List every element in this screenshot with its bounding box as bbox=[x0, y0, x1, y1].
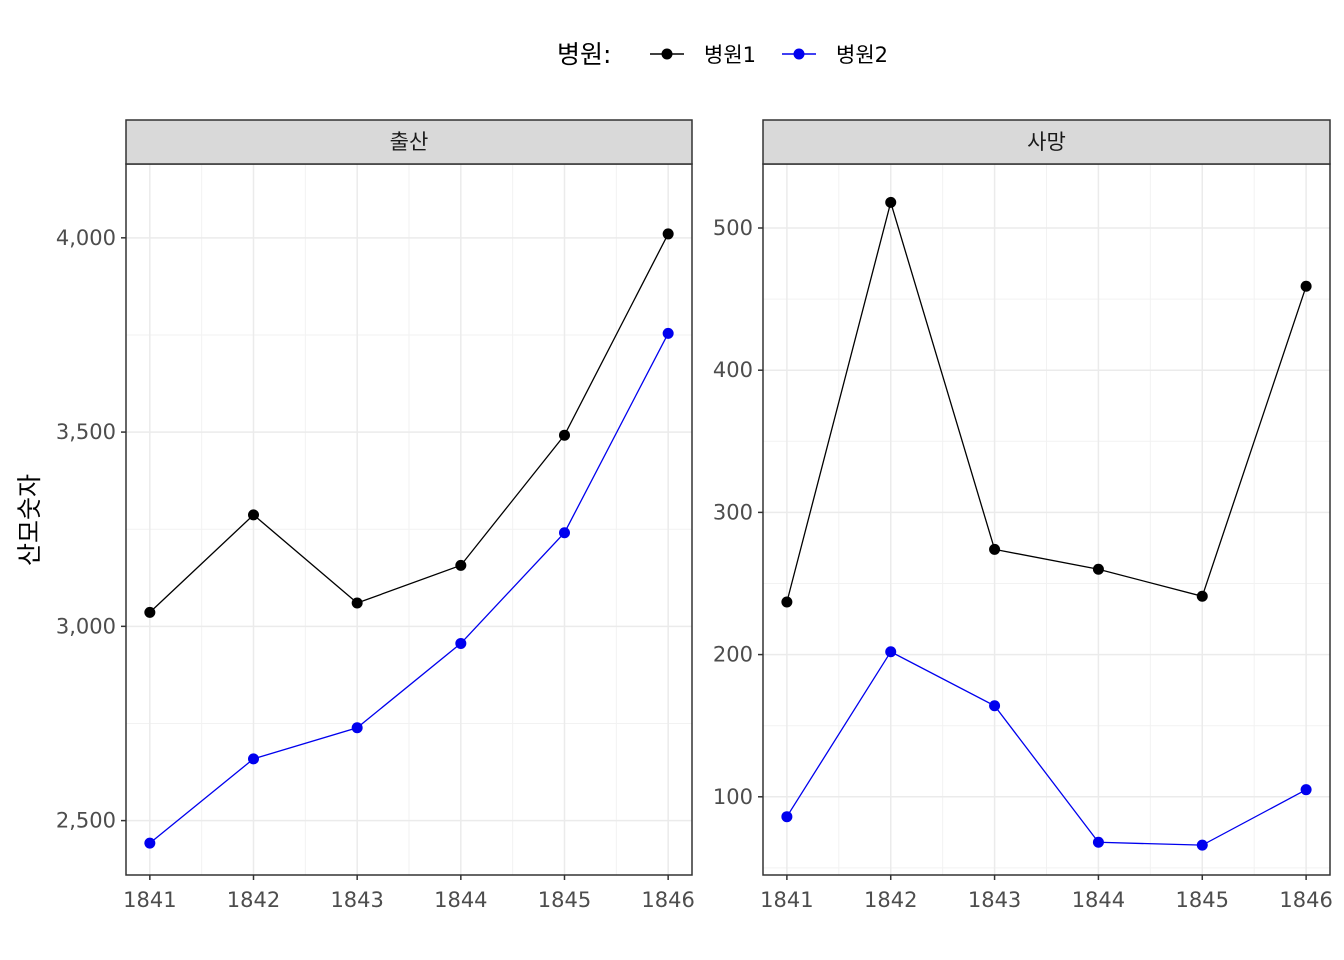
y-tick-label: 200 bbox=[713, 643, 753, 667]
data-point-1-1846 bbox=[662, 228, 674, 240]
y-tick-label: 2,500 bbox=[56, 809, 116, 833]
strip-background bbox=[762, 119, 1331, 165]
data-point-1-1842 bbox=[248, 509, 260, 521]
legend-label-1: 병원1 bbox=[704, 43, 756, 67]
data-point-2-1845 bbox=[558, 527, 570, 539]
legend-title: 병원: bbox=[557, 40, 611, 69]
data-point-2-1843 bbox=[989, 700, 1001, 712]
x-tick-label: 1845 bbox=[538, 888, 591, 912]
legend-entry-2: 병원2 bbox=[782, 43, 888, 67]
x-tick-label: 1841 bbox=[123, 888, 176, 912]
legend-label-2: 병원2 bbox=[836, 43, 888, 67]
data-point-2-1841 bbox=[781, 811, 793, 823]
data-point-2-1844 bbox=[455, 637, 467, 649]
panel-2: 사망 100 200 300 400 500 1841 1842 1843 1844 1845 184… bbox=[713, 119, 1333, 912]
strip-label: 출산 bbox=[390, 130, 429, 154]
legend: 병원: 병원1 병원2 bbox=[557, 40, 888, 69]
panel-1: 출산 2,500 3,000 3,500 4,000 1841 1842 1843 1844 18… bbox=[56, 119, 695, 912]
y-tick-label: 4,000 bbox=[56, 226, 116, 250]
data-point-1-1846 bbox=[1300, 280, 1312, 292]
data-point-2-1846 bbox=[662, 327, 674, 339]
x-tick-label: 1842 bbox=[227, 888, 280, 912]
legend-key-point-2 bbox=[793, 48, 805, 60]
strip-background bbox=[125, 119, 693, 165]
data-point-1-1845 bbox=[558, 429, 570, 441]
x-tick-label: 1846 bbox=[641, 888, 694, 912]
x-tick-label: 1844 bbox=[434, 888, 487, 912]
y-tick-label: 3,500 bbox=[56, 420, 116, 444]
x-tick-label: 1843 bbox=[330, 888, 383, 912]
data-point-1-1845 bbox=[1196, 590, 1208, 602]
y-tick-label: 500 bbox=[713, 216, 753, 240]
legend-entry-1: 병원1 bbox=[650, 43, 756, 67]
data-point-2-1842 bbox=[248, 753, 260, 765]
data-point-2-1846 bbox=[1300, 784, 1312, 796]
data-point-2-1841 bbox=[144, 837, 156, 849]
data-point-1-1842 bbox=[885, 196, 897, 208]
x-tick-label: 1845 bbox=[1176, 888, 1229, 912]
data-point-2-1842 bbox=[885, 646, 897, 658]
data-point-1-1844 bbox=[1092, 563, 1104, 575]
x-tick-label: 1841 bbox=[760, 888, 813, 912]
strip-label: 사망 bbox=[1027, 130, 1066, 154]
panels: 출산 2,500 3,000 3,500 4,000 1841 1842 1843 1844 18… bbox=[56, 119, 1333, 912]
y-tick-label: 300 bbox=[713, 500, 753, 524]
data-point-2-1845 bbox=[1196, 839, 1208, 851]
data-point-2-1844 bbox=[1092, 836, 1104, 848]
y-tick-label: 3,000 bbox=[56, 614, 116, 638]
x-tick-label: 1844 bbox=[1072, 888, 1125, 912]
data-point-2-1843 bbox=[351, 722, 363, 734]
y-axis-title: 산모숫자 bbox=[15, 474, 44, 566]
data-point-1-1843 bbox=[351, 597, 363, 609]
x-tick-label: 1842 bbox=[864, 888, 917, 912]
y-tick-label: 100 bbox=[713, 785, 753, 809]
data-point-1-1841 bbox=[144, 606, 156, 618]
legend-key-point-1 bbox=[661, 48, 673, 60]
series-line-2 bbox=[786, 650, 1307, 846]
series-line-2 bbox=[149, 333, 669, 844]
series-line-1 bbox=[786, 199, 1307, 603]
x-tick-label: 1846 bbox=[1279, 888, 1332, 912]
data-point-1-1843 bbox=[989, 543, 1001, 555]
series-line-1 bbox=[149, 233, 669, 613]
data-point-1-1844 bbox=[455, 559, 467, 571]
x-tick-label: 1843 bbox=[968, 888, 1021, 912]
y-tick-label: 400 bbox=[713, 358, 753, 382]
data-point-1-1841 bbox=[781, 596, 793, 608]
